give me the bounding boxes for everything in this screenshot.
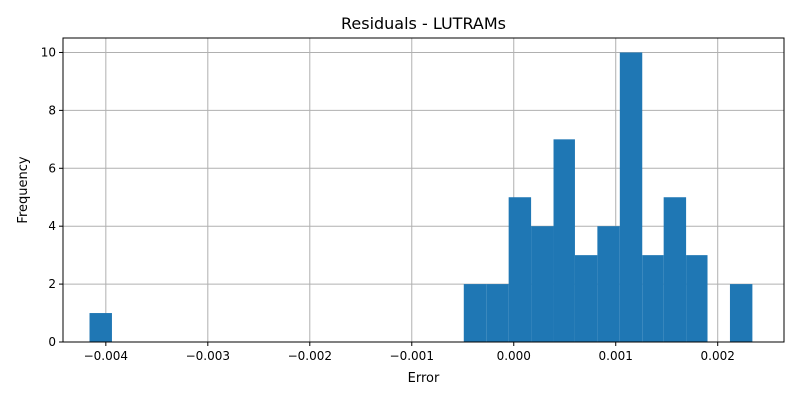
y-axis-label: Frequency: [16, 156, 31, 223]
histogram-bar: [531, 226, 554, 342]
histogram-bar: [508, 197, 532, 342]
y-axis-ticks: 0 2 4 6 8 10: [41, 45, 63, 349]
histogram-bar: [574, 255, 598, 342]
histogram-bar: [553, 139, 575, 342]
histogram-bar: [663, 197, 687, 342]
y-tick-label: 8: [48, 103, 56, 117]
x-tick-label: −0.003: [186, 349, 230, 363]
x-tick-label: 0.000: [497, 349, 531, 363]
chart-title: Residuals - LUTRAMs: [341, 14, 506, 33]
y-tick-label: 0: [48, 335, 56, 349]
x-tick-label: −0.004: [84, 349, 128, 363]
histogram-bar: [597, 226, 620, 342]
histogram-bars: [89, 52, 753, 342]
histogram-bar: [642, 255, 664, 342]
x-tick-label: 0.002: [701, 349, 735, 363]
y-tick-label: 6: [48, 161, 56, 175]
x-axis-ticks: −0.004 −0.003 −0.002 −0.001 0.000 0.001 0.002: [84, 342, 735, 363]
y-tick-label: 2: [48, 277, 56, 291]
histogram-bar: [89, 313, 112, 342]
x-tick-label: 0.001: [599, 349, 633, 363]
histogram-bar: [686, 255, 708, 342]
x-tick-label: −0.002: [288, 349, 332, 363]
y-tick-label: 4: [48, 219, 56, 233]
histogram-bar: [729, 284, 753, 342]
plot-frame: [62, 37, 785, 343]
histogram-bar: [619, 52, 643, 342]
histogram-bar: [486, 284, 509, 342]
y-tick-label: 10: [41, 45, 56, 59]
x-tick-label: −0.001: [390, 349, 434, 363]
histogram-bar: [463, 284, 487, 342]
x-axis-label: Error: [408, 371, 440, 386]
